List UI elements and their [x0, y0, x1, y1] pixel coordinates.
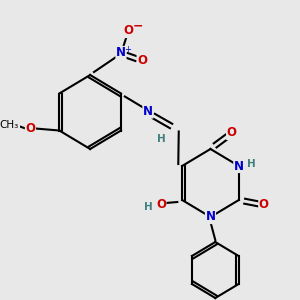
Text: O: O: [156, 199, 166, 212]
Text: N: N: [206, 211, 215, 224]
Text: O: O: [227, 127, 237, 140]
Text: N: N: [143, 105, 153, 118]
Text: N: N: [116, 46, 126, 59]
Text: O: O: [137, 55, 147, 68]
Text: CH₃: CH₃: [0, 119, 19, 130]
Text: O: O: [26, 122, 35, 135]
Text: H: H: [247, 159, 256, 169]
Text: H: H: [157, 134, 166, 145]
Text: O: O: [124, 25, 134, 38]
Text: H: H: [144, 202, 153, 212]
Text: N: N: [234, 160, 244, 172]
Text: +: +: [124, 44, 131, 53]
Text: O: O: [259, 199, 269, 212]
Text: −: −: [133, 20, 143, 32]
